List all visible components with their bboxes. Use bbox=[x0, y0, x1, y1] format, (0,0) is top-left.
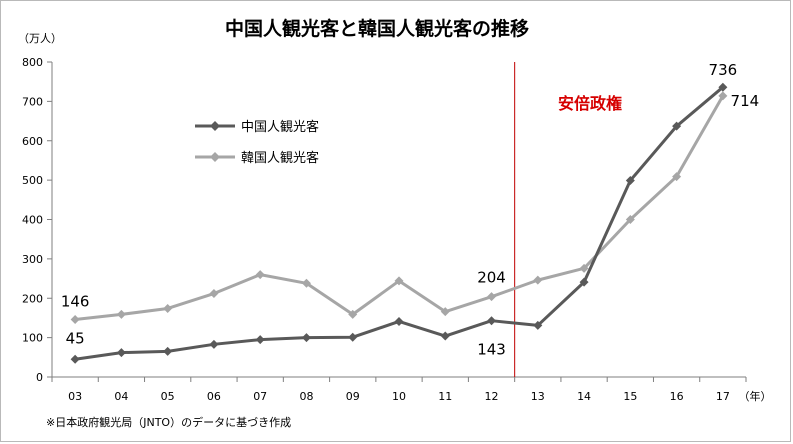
x-axis: 03 04 05 06 07 08 09 10 11 12 13 14 15 16 17 bbox=[51, 376, 747, 403]
series-korea bbox=[70, 91, 728, 325]
series-china bbox=[70, 82, 728, 364]
legend-item-korea: 韓国人観光客 bbox=[195, 150, 319, 166]
y-axis: 0 100 200 300 400 500 600 700 800 bbox=[22, 56, 53, 384]
x-tick-label: 05 bbox=[161, 390, 175, 403]
x-tick-label: 15 bbox=[623, 390, 637, 403]
x-axis-unit: （年） bbox=[739, 389, 772, 403]
y-tick-label: 800 bbox=[22, 56, 43, 69]
legend-marker-korea bbox=[210, 152, 220, 162]
legend-marker-china bbox=[210, 121, 220, 131]
data-point bbox=[440, 331, 450, 341]
data-point bbox=[672, 172, 682, 182]
y-tick-label: 300 bbox=[22, 253, 43, 266]
x-tick-label: 08 bbox=[299, 390, 313, 403]
data-point bbox=[209, 289, 219, 299]
y-tick-label: 200 bbox=[22, 292, 43, 305]
legend: 中国人観光客 韓国人観光客 bbox=[195, 119, 319, 166]
x-tick-label: 11 bbox=[438, 390, 452, 403]
data-label: 736 bbox=[709, 61, 738, 79]
data-point bbox=[301, 278, 311, 288]
x-tick-label: 16 bbox=[670, 390, 684, 403]
data-point bbox=[116, 309, 126, 319]
x-tick-label: 09 bbox=[346, 390, 360, 403]
y-tick-label: 0 bbox=[36, 371, 43, 384]
data-point bbox=[718, 91, 728, 101]
data-label: 146 bbox=[61, 293, 90, 311]
data-point bbox=[625, 176, 635, 186]
y-tick-label: 100 bbox=[22, 332, 43, 345]
x-tick-label: 13 bbox=[531, 390, 545, 403]
x-tick-label: 10 bbox=[392, 390, 406, 403]
data-point bbox=[394, 276, 404, 286]
data-point bbox=[255, 270, 265, 280]
data-label: 204 bbox=[477, 269, 506, 287]
series-line bbox=[74, 95, 725, 322]
data-point bbox=[487, 316, 497, 326]
x-tick-label: 04 bbox=[114, 390, 128, 403]
legend-item-china: 中国人観光客 bbox=[195, 119, 319, 135]
series-layer bbox=[70, 82, 728, 364]
data-point bbox=[672, 121, 682, 131]
data-point bbox=[70, 315, 80, 325]
data-point bbox=[348, 309, 358, 319]
x-tick-label: 03 bbox=[68, 390, 82, 403]
data-annotations: 146 45 204 143 736 714 bbox=[61, 61, 759, 358]
data-label: 714 bbox=[731, 92, 760, 110]
data-point bbox=[533, 275, 543, 285]
y-tick-label: 700 bbox=[22, 95, 43, 108]
data-point bbox=[440, 307, 450, 317]
data-point bbox=[163, 346, 173, 356]
y-axis-unit: （万人） bbox=[18, 32, 62, 45]
data-point bbox=[301, 333, 311, 343]
data-point bbox=[579, 277, 589, 287]
data-point bbox=[209, 339, 219, 349]
y-tick-label: 600 bbox=[22, 135, 43, 148]
x-tick-label: 17 bbox=[716, 390, 730, 403]
abe-administration-label: 安倍政権 bbox=[558, 94, 622, 113]
data-label: 143 bbox=[477, 341, 506, 359]
data-point bbox=[394, 316, 404, 326]
data-point bbox=[718, 82, 728, 92]
x-tick-label: 14 bbox=[577, 390, 591, 403]
chart-title: 中国人観光客と韓国人観光客の推移 bbox=[225, 17, 529, 40]
y-tick-label: 500 bbox=[22, 174, 43, 187]
y-tick-label: 400 bbox=[22, 214, 43, 227]
data-point bbox=[579, 263, 589, 273]
data-point bbox=[533, 320, 543, 330]
x-tick-label: 12 bbox=[485, 390, 499, 403]
x-tick-label: 07 bbox=[253, 390, 267, 403]
data-point bbox=[116, 348, 126, 358]
legend-label-korea: 韓国人観光客 bbox=[241, 150, 319, 166]
data-point bbox=[255, 335, 265, 345]
x-tick-label: 06 bbox=[207, 390, 221, 403]
data-label: 45 bbox=[66, 329, 85, 347]
data-point bbox=[70, 354, 80, 364]
legend-label-china: 中国人観光客 bbox=[241, 119, 319, 135]
data-point bbox=[625, 215, 635, 224]
data-point bbox=[348, 332, 358, 342]
data-point bbox=[487, 292, 497, 302]
data-point bbox=[163, 303, 173, 313]
source-footnote: ※日本政府観光局（JNTO）のデータに基づき作成 bbox=[46, 415, 291, 429]
